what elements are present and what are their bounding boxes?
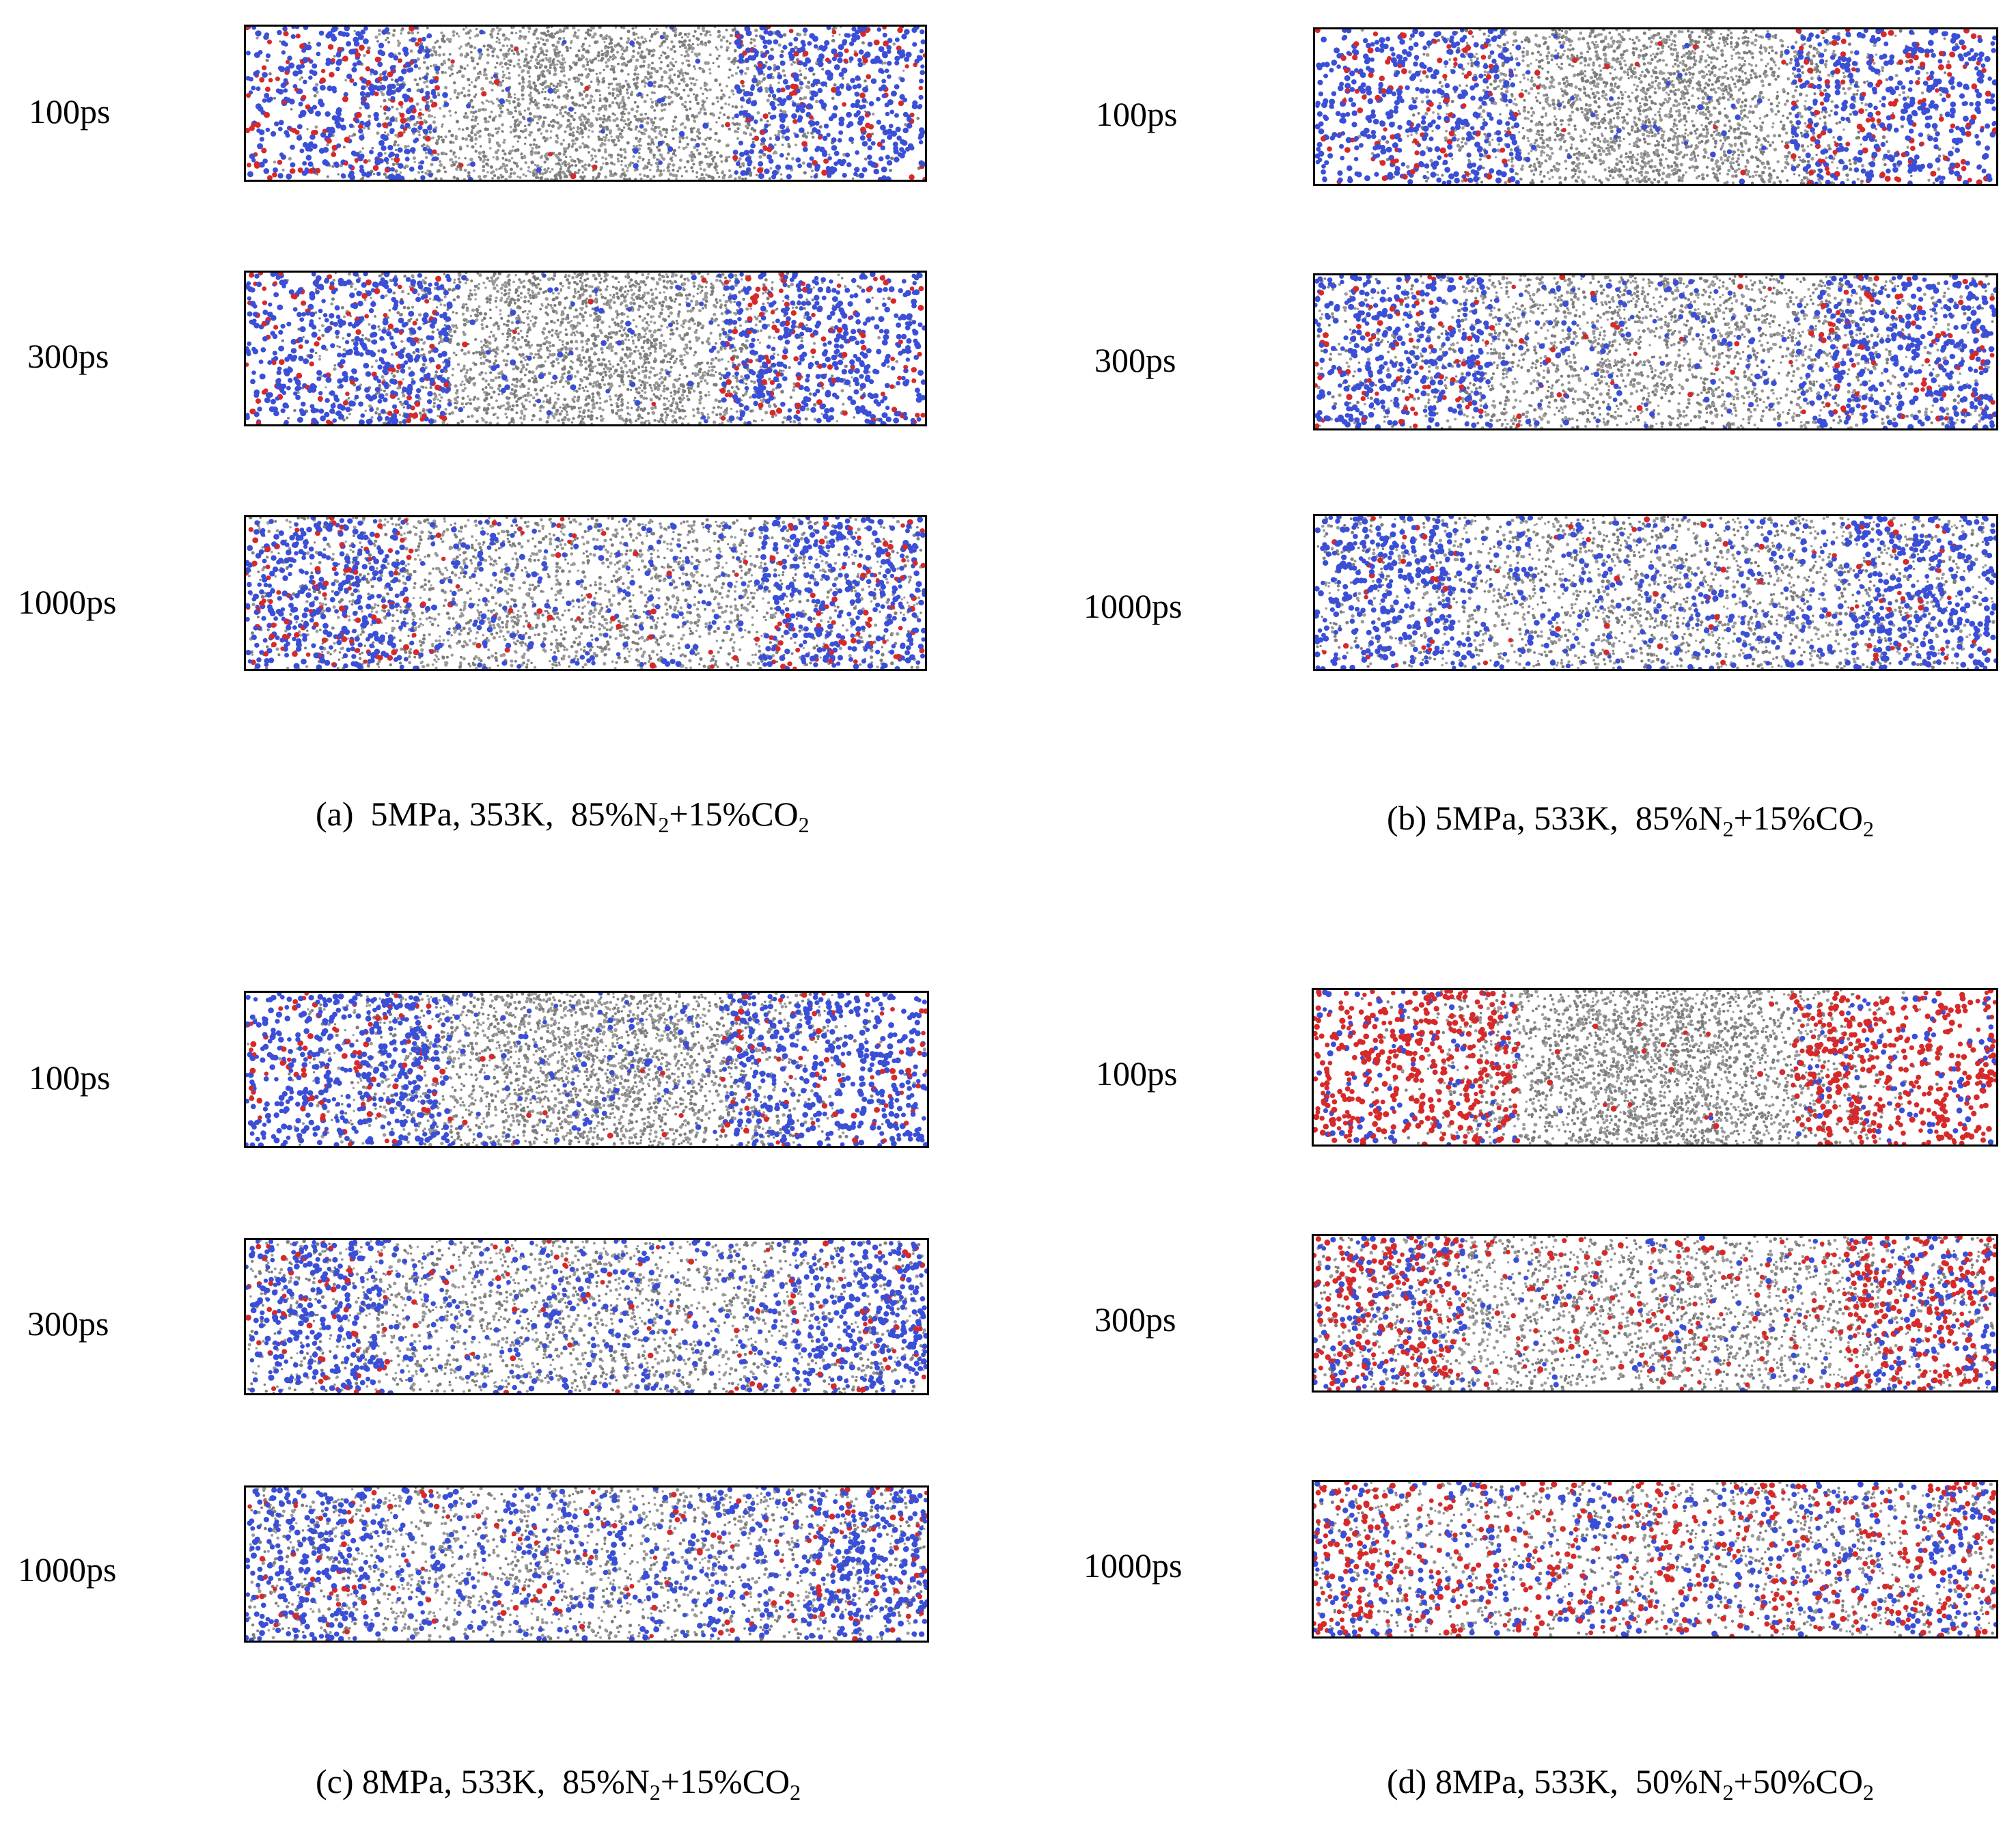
snapshot-a-100ps	[244, 25, 927, 182]
snapshot-c-100ps	[244, 991, 929, 1148]
snapshot-d-300ps	[1312, 1234, 1998, 1393]
snapshot-d-100ps	[1312, 988, 1998, 1147]
particle-field	[246, 27, 925, 180]
particle-field	[1314, 990, 1996, 1144]
time-label: 100ps	[1096, 97, 1177, 131]
snapshot-b-100ps	[1313, 27, 1998, 186]
time-label: 1000ps	[1083, 589, 1182, 623]
particle-field	[1314, 1236, 1996, 1390]
time-label: 1000ps	[1083, 1548, 1182, 1582]
particle-field	[246, 517, 925, 669]
particle-field	[246, 1488, 927, 1641]
particle-field	[246, 273, 925, 424]
snapshot-a-1000ps	[244, 515, 927, 671]
snapshot-c-300ps	[244, 1238, 929, 1395]
particle-field	[1315, 29, 1996, 184]
snapshot-c-1000ps	[244, 1485, 929, 1643]
time-label: 300ps	[1094, 343, 1176, 377]
particle-field	[246, 993, 927, 1146]
time-label: 1000ps	[18, 1552, 116, 1587]
snapshot-a-300ps	[244, 271, 927, 426]
snapshot-b-300ps	[1313, 273, 1998, 430]
caption-d: (d) 8MPa, 533K, 50%N2+50%CO2	[1387, 1764, 1874, 1803]
time-label: 100ps	[29, 1060, 110, 1095]
time-label: 300ps	[1094, 1302, 1176, 1337]
time-label: 300ps	[27, 1306, 109, 1341]
time-label: 100ps	[29, 94, 110, 128]
time-label: 100ps	[1096, 1056, 1177, 1091]
caption-c: (c) 8MPa, 533K, 85%N2+15%CO2	[316, 1764, 801, 1803]
time-label: 1000ps	[18, 585, 116, 619]
particle-field	[1315, 516, 1996, 669]
time-label: 300ps	[27, 339, 109, 373]
snapshot-d-1000ps	[1312, 1480, 1998, 1639]
particle-field	[246, 1240, 927, 1393]
particle-field	[1315, 275, 1996, 428]
caption-b: (b) 5MPa, 533K, 85%N2+15%CO2	[1387, 801, 1874, 840]
particle-field	[1314, 1482, 1996, 1636]
caption-a: (a) 5MPa, 353K, 85%N2+15%CO2	[316, 797, 810, 836]
snapshot-b-1000ps	[1313, 514, 1998, 671]
